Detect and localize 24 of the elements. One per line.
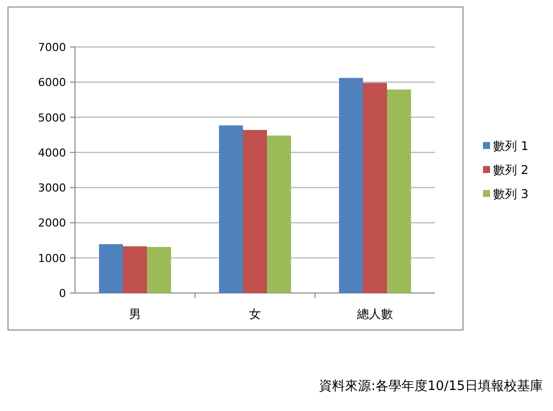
y-tick-label: 3000 — [38, 182, 66, 195]
legend-label: 數列 2 — [493, 163, 528, 177]
y-tick-label: 5000 — [38, 111, 66, 124]
bar — [363, 82, 387, 293]
y-tick-label: 4000 — [38, 146, 66, 160]
legend-label: 數列 1 — [493, 139, 528, 153]
bar — [99, 244, 123, 293]
x-tick-label: 女 — [249, 307, 261, 321]
y-tick-label: 1000 — [38, 252, 66, 265]
bar — [339, 78, 363, 293]
y-tick-label: 0 — [59, 287, 66, 300]
y-tick-label: 2000 — [38, 216, 66, 230]
bar — [387, 90, 411, 293]
bar — [267, 136, 291, 293]
bar — [243, 130, 267, 293]
y-tick-label: 6000 — [38, 76, 66, 90]
x-tick-label: 男 — [129, 307, 141, 321]
source-note: 資料來源:各學年度10/15日填報校基庫 — [319, 378, 543, 394]
bar — [147, 246, 171, 293]
bar — [123, 246, 147, 293]
y-tick-label: 7000 — [38, 41, 66, 54]
legend-label: 數列 3 — [493, 187, 528, 201]
x-tick-label: 總人數 — [356, 307, 393, 321]
bar — [219, 125, 243, 293]
